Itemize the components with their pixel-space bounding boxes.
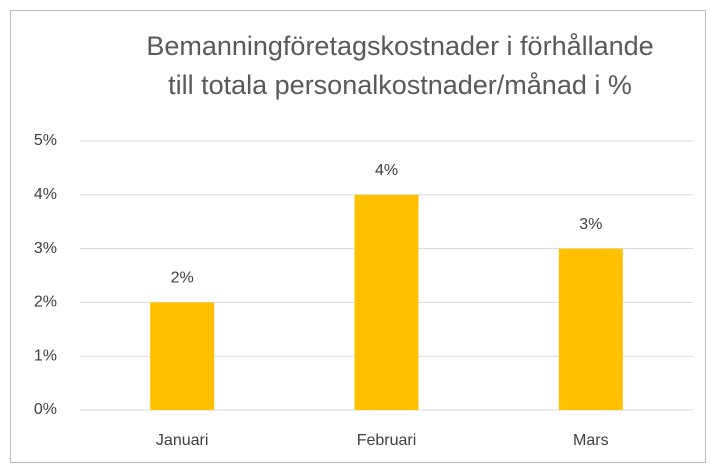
- data-label: 4%: [375, 162, 398, 179]
- x-tick-label: Februari: [357, 432, 417, 449]
- chart-title: till totala personalkostnader/månad i %: [168, 70, 632, 100]
- x-tick-label: Januari: [156, 432, 208, 449]
- y-tick-label: 4%: [34, 186, 57, 203]
- data-label: 3%: [579, 216, 602, 233]
- y-tick-label: 0%: [34, 401, 57, 418]
- data-label: 2%: [171, 270, 194, 287]
- y-tick-label: 1%: [34, 347, 57, 364]
- bar: [150, 302, 215, 410]
- x-tick-label: Mars: [573, 432, 609, 449]
- chart-title: Bemanningföretagskostnader i förhållande: [146, 31, 653, 61]
- bar: [354, 194, 419, 410]
- bar: [558, 248, 623, 410]
- y-tick-label: 5%: [34, 132, 57, 149]
- y-tick-label: 3%: [34, 240, 57, 257]
- y-tick-label: 2%: [34, 294, 57, 311]
